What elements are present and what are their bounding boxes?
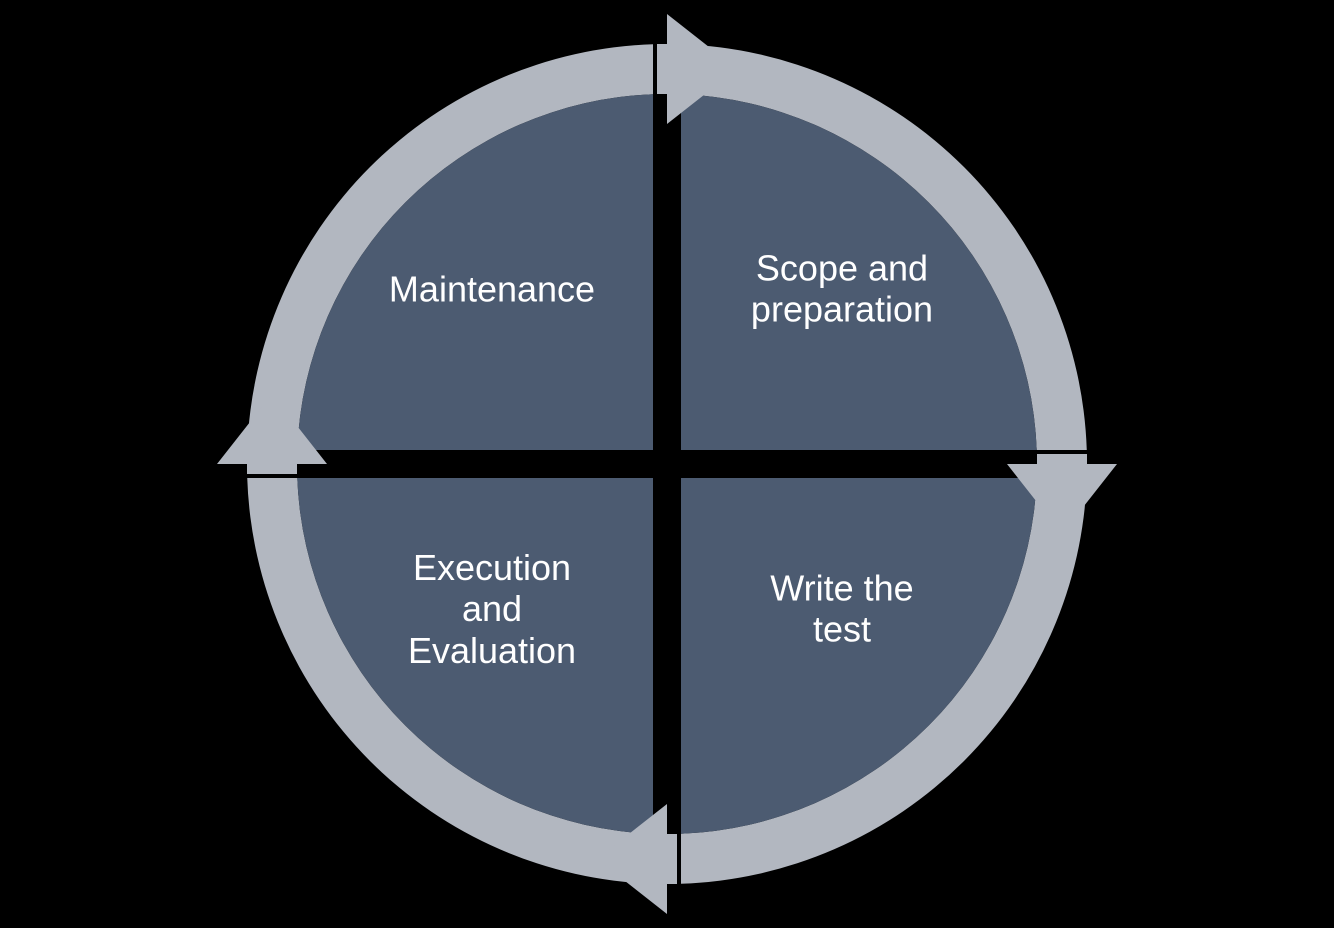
ring-group	[247, 44, 1087, 884]
label-br: Write the test	[770, 568, 913, 651]
cycle-svg	[0, 0, 1334, 928]
label-tl: Maintenance	[389, 268, 595, 309]
label-bl: Execution and Evaluation	[408, 547, 576, 671]
cycle-diagram: Maintenance Scope and preparation Write th…	[0, 0, 1334, 928]
quadrant-group	[297, 94, 1036, 833]
label-tr: Scope and preparation	[751, 248, 933, 331]
